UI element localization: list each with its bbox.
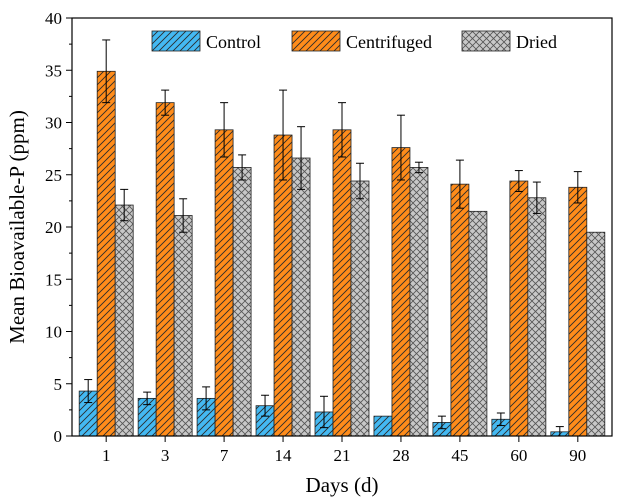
y-tick-label: 40 <box>45 9 62 28</box>
bar-centrifuged-3 <box>155 102 175 437</box>
bar-control-28 <box>373 415 393 437</box>
y-axis-title: Mean Bioavailable-P (ppm) <box>5 110 29 344</box>
y-tick-label: 20 <box>45 218 62 237</box>
x-tick-label: 45 <box>451 446 468 465</box>
y-tick-label: 25 <box>45 166 62 185</box>
x-tick-label: 90 <box>569 446 586 465</box>
legend: Control Centrifuged Dried <box>151 30 557 52</box>
bar-centrifuged-28 <box>391 147 411 437</box>
x-tick-label: 3 <box>161 446 170 465</box>
y-tick-label: 15 <box>45 270 62 289</box>
bar-centrifuged-60 <box>509 180 529 437</box>
bar-dried-60 <box>527 197 547 437</box>
bar-dried-45 <box>468 210 488 437</box>
bar-centrifuged-21 <box>332 129 352 437</box>
bar-dried-7 <box>232 167 252 437</box>
bar-centrifuged-1 <box>96 70 116 437</box>
legend-label-dried: Dried <box>516 32 557 52</box>
legend-swatch-centrifuged <box>291 30 341 52</box>
bar-dried-90 <box>586 231 606 437</box>
bar-dried-3 <box>173 215 193 437</box>
x-tick-label: 21 <box>334 446 351 465</box>
x-axis-title: Days (d) <box>306 473 379 497</box>
x-tick-label: 1 <box>102 446 111 465</box>
bar-dried-1 <box>114 204 134 437</box>
x-tick-label: 7 <box>220 446 229 465</box>
bar-centrifuged-90 <box>568 186 588 437</box>
y-tick-label: 0 <box>54 427 63 446</box>
legend-label-centrifuged: Centrifuged <box>346 32 432 52</box>
x-tick-label: 28 <box>392 446 409 465</box>
y-tick-label: 5 <box>54 375 63 394</box>
bar-dried-21 <box>350 180 370 437</box>
y-tick-label: 10 <box>45 323 62 342</box>
bar-centrifuged-45 <box>450 183 470 437</box>
bar-centrifuged-7 <box>214 129 234 437</box>
axes-layer: 0 5 10 15 20 25 30 35 40 1 3 7 14 21 28 45 60 90 <box>45 9 613 465</box>
x-tick-label: 60 <box>510 446 527 465</box>
bar-dried-28 <box>409 167 429 437</box>
legend-swatch-control <box>151 30 201 52</box>
legend-swatch-dried <box>461 30 511 52</box>
bar-dried-14 <box>291 157 311 437</box>
x-tick-label: 14 <box>275 446 293 465</box>
y-tick-label: 35 <box>45 61 62 80</box>
y-tick-label: 30 <box>45 114 62 133</box>
bars-layer <box>78 70 606 437</box>
legend-label-control: Control <box>206 32 261 52</box>
